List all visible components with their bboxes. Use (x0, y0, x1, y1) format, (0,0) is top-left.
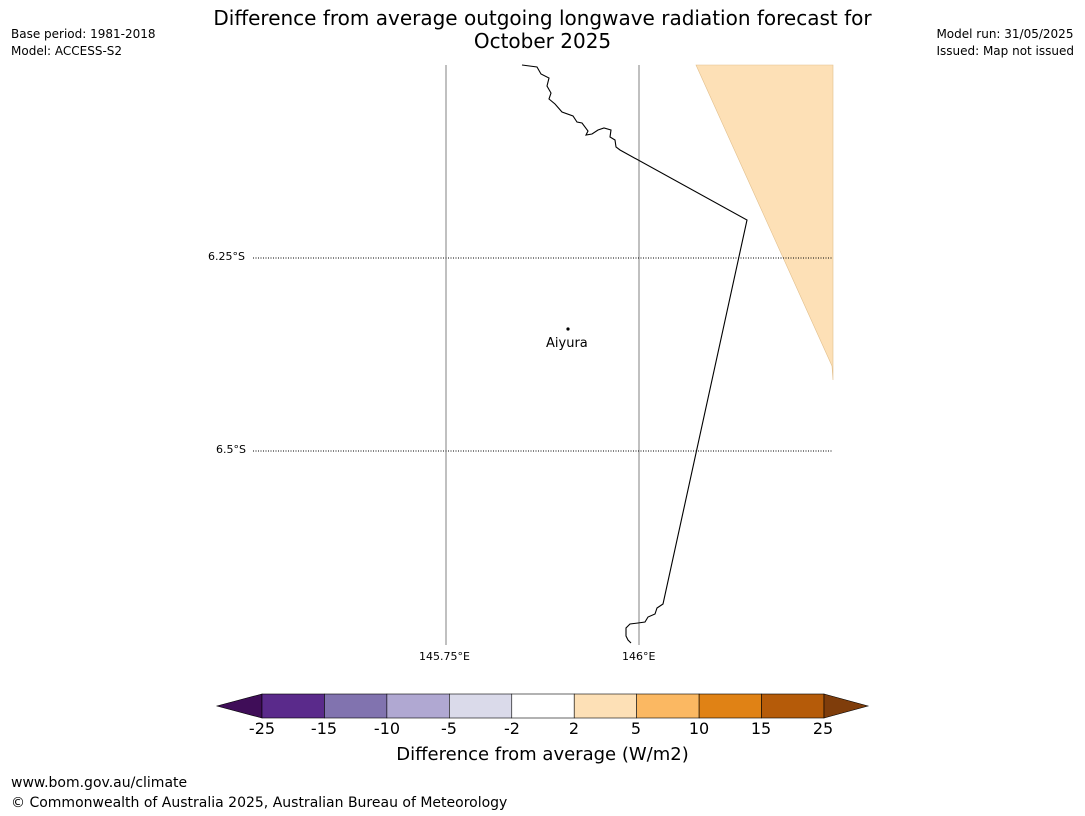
aiyura-marker (566, 327, 570, 331)
colorbar-tick-label: -5 (441, 719, 457, 738)
colorbar-tick-label: 15 (750, 719, 772, 738)
colorbar-extend-low (215, 693, 263, 719)
colorbar-tick-label: 10 (688, 719, 710, 738)
meta-right: Model run: 31/05/2025 Issued: Map not is… (936, 26, 1074, 60)
colorbar-tick-label: 25 (812, 719, 834, 738)
colorbar-title: Difference from average (W/m2) (396, 744, 689, 765)
colorbar-extend-high (823, 693, 870, 719)
lon-label-146: 146°E (622, 650, 656, 663)
colorbar-box (761, 693, 825, 719)
colorbar-box (511, 693, 575, 719)
lon-label-145-75: 145.75°E (419, 650, 470, 663)
title-line-1: Difference from average outgoing longwav… (213, 6, 872, 30)
place-label-aiyura: Aiyura (546, 336, 588, 351)
footer-url: www.bom.gov.au/climate (11, 775, 188, 791)
coastline-boundary (521, 64, 748, 644)
model-text: Model: ACCESS-S2 (11, 44, 123, 58)
title-line-2: October 2025 (473, 29, 612, 53)
meta-left: Base period: 1981-2018 Model: ACCESS-S2 (11, 26, 156, 60)
colorbar-box (698, 693, 762, 719)
anomaly-shaded-region (695, 64, 834, 381)
colorbar-tick-label: 5 (630, 719, 642, 738)
colorbar-tick-label: 2 (568, 719, 580, 738)
colorbar-box (449, 693, 513, 719)
base-period-text: Base period: 1981-2018 (11, 27, 156, 41)
colorbar (215, 693, 870, 719)
colorbar-tick-label: -10 (373, 719, 401, 738)
colorbar-box (324, 693, 388, 719)
colorbar-box (573, 693, 637, 719)
colorbar-tick-label: -15 (310, 719, 338, 738)
lat-label-6-25: 6.25°S (208, 250, 245, 263)
colorbar-box (261, 693, 325, 719)
colorbar-tick-label: -25 (248, 719, 276, 738)
issued-text: Issued: Map not issued (936, 44, 1074, 58)
model-run-text: Model run: 31/05/2025 (936, 27, 1074, 41)
map-title: Difference from average outgoing longwav… (0, 7, 1085, 53)
colorbar-box (386, 693, 450, 719)
lat-label-6-5: 6.5°S (216, 443, 246, 456)
footer-copyright: © Commonwealth of Australia 2025, Austra… (11, 795, 508, 811)
colorbar-tick-label: -2 (504, 719, 520, 738)
colorbar-box (636, 693, 700, 719)
